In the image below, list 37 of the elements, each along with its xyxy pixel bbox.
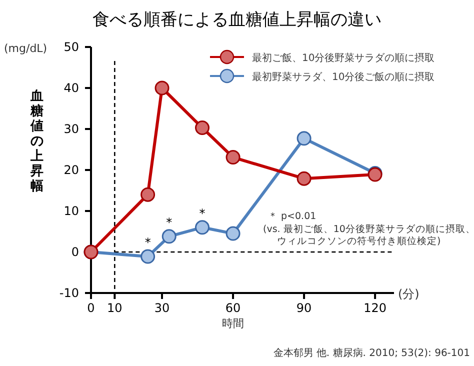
y-tick-label: 40 [64,81,79,95]
annotation: (vs. 最初ご飯、10分後野菜サラダの順に摂取、 [263,223,474,235]
text: (mg/dL) [4,42,48,55]
legend-label: 最初野菜サラダ、10分後ご飯の順に摂取 [252,71,435,83]
point [296,171,312,186]
x-tick-label: 0 [87,301,95,315]
point [226,226,240,241]
y-tick-label: 20 [64,163,79,177]
annotation: * [166,215,172,230]
x-tick-label: 90 [296,301,312,315]
point [140,249,156,264]
point [296,131,312,146]
annotation: * [199,206,206,220]
point [140,187,156,202]
point [195,120,210,136]
y-axis-title: 血糖値の上昇幅 [30,89,44,194]
x-tick-label: 30 [154,301,170,315]
point [226,150,240,165]
y-tick-label: 0 [71,245,79,259]
text: 金本郁男 他. 糖尿病. 2010; 53(2): 96-101 [273,347,470,359]
annotation: ウィルコクソンの符号付き順位検定) [277,235,441,247]
chart-title: 食べる順番による血糖値上昇幅の違い [92,10,382,30]
y-tick-label: 50 [64,40,79,54]
y-tick-label: 10 [64,204,79,218]
x-tick-label: 10 [107,301,122,315]
point [162,229,176,244]
x-tick-label: 60 [225,301,241,315]
y-tick-label: -10 [59,286,79,300]
annotation: ＊ p<0.01 [268,211,316,222]
text: (分) [398,287,420,301]
y-tick-label: 30 [64,122,79,136]
annotation: * [144,236,151,250]
x-axis-title: 時間 [222,317,244,330]
point [195,220,210,235]
legend-label: 最初ご飯、10分後野菜サラダの順に摂取 [252,52,435,64]
point [154,80,170,96]
x-tick-label: 120 [364,301,387,315]
